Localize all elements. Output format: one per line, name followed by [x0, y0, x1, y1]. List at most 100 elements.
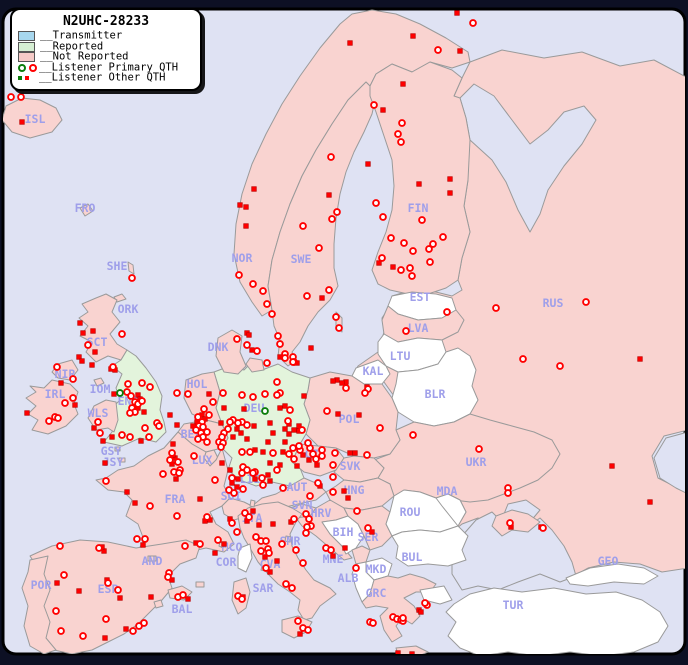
legend-label-not-reported: __Not Reported [40, 50, 129, 63]
listener-other-qth-marker [267, 478, 273, 484]
listener-other-qth-marker [457, 48, 463, 54]
listener-primary-qth-marker [168, 449, 176, 457]
country-label-FRO: FRO [75, 201, 96, 215]
listener-primary-qth-marker [329, 488, 337, 496]
listener-primary-qth-marker [263, 300, 271, 308]
listener-other-qth-marker [227, 467, 233, 473]
legend-label-transmitter: __Transmitter [40, 29, 123, 42]
listener-primary-qth-marker [118, 330, 126, 338]
listener-other-qth-marker [330, 553, 336, 559]
listener-primary-qth-marker [53, 363, 61, 371]
listener-primary-qth-marker [335, 324, 343, 332]
listener-primary-qth-marker [329, 461, 337, 469]
country-shape-COR [237, 543, 253, 573]
country-label-EST: EST [410, 290, 431, 304]
listener-other-qth-marker [221, 541, 227, 547]
listener-other-qth-marker [395, 650, 401, 654]
country-label-COR: COR [216, 555, 237, 569]
listener-other-qth-marker [238, 430, 244, 436]
listener-primary-qth-marker [261, 390, 269, 398]
country-label-BUL: BUL [402, 550, 423, 564]
country-label-NOR: NOR [232, 251, 253, 265]
listener-primary-qth-marker [556, 362, 564, 370]
listener-primary-qth-marker [249, 469, 257, 477]
listener-primary-qth-marker [408, 272, 416, 280]
listener-primary-qth-marker [439, 233, 447, 241]
listener-primary-qth-marker [259, 481, 267, 489]
listener-primary-qth-marker [273, 391, 281, 399]
legend-row-not-reported: __Not Reported [18, 50, 194, 63]
listener-other-qth-marker [123, 626, 129, 632]
listener-other-qth-marker [286, 431, 292, 437]
country-label-SHE: SHE [107, 259, 128, 273]
country-label-JSY: JSY [103, 455, 124, 469]
listener-primary-qth-marker [126, 433, 134, 441]
country-label-ALB: ALB [338, 571, 359, 585]
listener-primary-qth-marker [331, 449, 339, 457]
country-label-MKD: MKD [366, 562, 387, 576]
country-shape-MNE [351, 545, 371, 565]
listener-primary-qth-marker [239, 485, 247, 493]
country-shape-MDA [435, 493, 467, 527]
listener-other-qth-marker [270, 430, 276, 436]
country-shape-TUR [445, 587, 669, 654]
listener-primary-qth-marker [173, 512, 181, 520]
listener-primary-qth-marker [56, 542, 64, 550]
country-label-DNK: DNK [208, 340, 229, 354]
listener-primary-qth-marker [279, 484, 287, 492]
listener-other-qth-marker [376, 260, 382, 266]
listener-primary-qth-marker [164, 573, 172, 581]
listener-other-qth-marker [76, 354, 82, 360]
listener-primary-qth-marker [205, 411, 213, 419]
listener-primary-qth-marker [394, 130, 402, 138]
listener-other-qth-marker [132, 500, 138, 506]
listener-primary-qth-marker [258, 474, 266, 482]
listener-other-qth-marker [141, 409, 147, 415]
listener-primary-qth-marker [141, 535, 149, 543]
listener-other-qth-marker [369, 529, 375, 535]
listener-primary-qth-marker [245, 513, 253, 521]
listener-primary-qth-marker [269, 449, 277, 457]
listener-other-qth-marker [294, 463, 300, 469]
listener-other-qth-marker [102, 635, 108, 641]
listener-other-qth-marker [173, 476, 179, 482]
listener-primary-qth-marker [443, 308, 451, 316]
listener-primary-qth-marker [141, 424, 149, 432]
listener-other-qth-marker [274, 558, 280, 564]
listener-primary-qth-marker [203, 513, 211, 521]
country-label-SVK: SVK [340, 459, 361, 473]
listener-primary-qth-marker [138, 397, 146, 405]
listener-primary-qth-marker [155, 422, 163, 430]
listener-primary-qth-marker [214, 536, 222, 544]
listener-primary-qth-marker [352, 564, 360, 572]
country-label-ORK: ORK [118, 302, 139, 316]
listener-other-qth-marker [277, 405, 283, 411]
listener-primary-qth-marker [238, 448, 246, 456]
listener-primary-qth-marker [238, 595, 246, 603]
listener-primary-qth-marker [238, 469, 246, 477]
country-label-ROU: ROU [400, 505, 421, 519]
legend-row-transmitter: __Transmitter [18, 29, 194, 42]
country-label-SWE: SWE [291, 252, 312, 266]
listener-primary-qth-marker [166, 456, 174, 464]
listener-other-qth-marker [79, 358, 85, 364]
listener-other-qth-marker [90, 328, 96, 334]
listener-primary-qth-marker [378, 254, 386, 262]
listener-primary-qth-marker [200, 405, 208, 413]
listener-primary-qth-marker [52, 607, 60, 615]
country-label-MNE: MNE [323, 552, 344, 566]
listener-primary-qth-marker [252, 533, 260, 541]
listener-other-qth-marker [251, 423, 257, 429]
listener-primary-qth-marker [209, 398, 217, 406]
listener-primary-qth-marker [539, 524, 547, 532]
listener-other-qth-marker [416, 181, 422, 187]
listener-other-qth-marker [219, 460, 225, 466]
listener-other-qth-marker [282, 403, 288, 409]
listener-other-qth-marker [206, 391, 212, 397]
listener-other-qth-marker [380, 107, 386, 113]
listener-primary-qth-marker [273, 466, 281, 474]
listener-primary-qth-marker [379, 213, 387, 221]
listener-primary-qth-marker [203, 428, 211, 436]
listener-primary-qth-marker [333, 208, 341, 216]
country-label-HNG: HNG [344, 483, 365, 497]
